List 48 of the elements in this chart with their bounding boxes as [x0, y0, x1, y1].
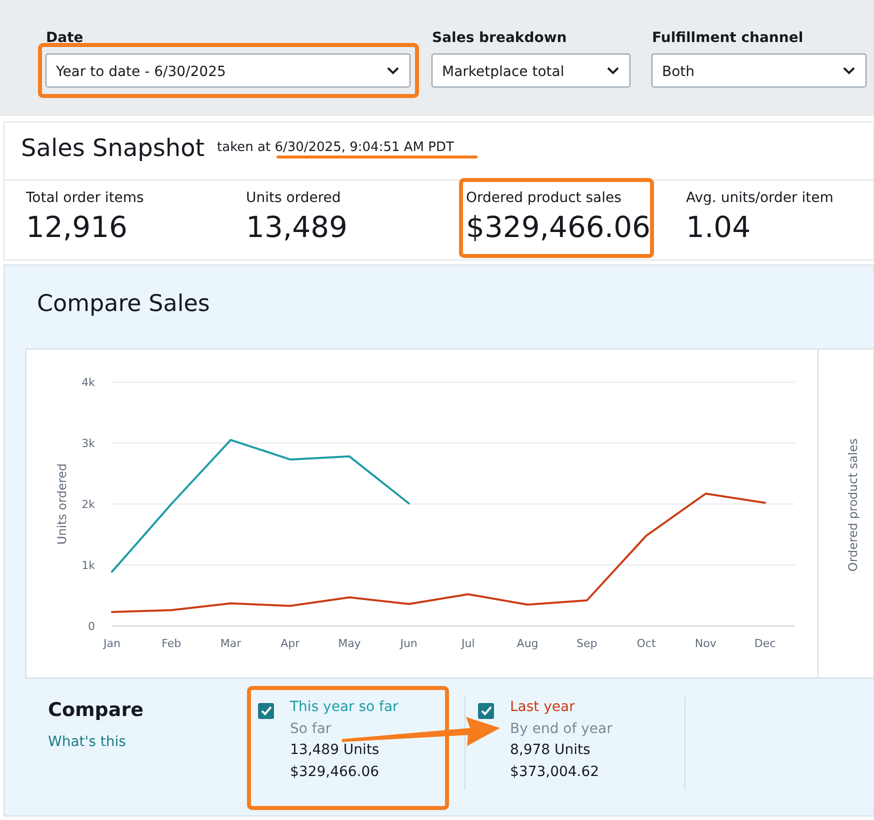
text: $329,466.06	[466, 210, 650, 244]
text: 13,489 Units	[290, 742, 380, 758]
x-tick-label: Oct	[636, 637, 656, 650]
text: $329,466.06	[290, 764, 380, 780]
x-tick-label: Mar	[220, 637, 242, 650]
x-tick-label: Apr	[280, 637, 300, 650]
y-axis-title: Units ordered	[55, 463, 69, 545]
y2-axis-title: Ordered product sales	[846, 438, 860, 572]
chart-title: Compare Sales	[37, 291, 210, 317]
text: Year to date - 6/30/2025	[55, 64, 226, 80]
x-tick-label: Feb	[162, 637, 182, 650]
y-tick-label: 1k	[82, 559, 96, 572]
y-tick-label: 3k	[82, 437, 96, 450]
text: 12,916	[26, 210, 128, 244]
line-series	[111, 438, 410, 573]
y-tick-label: 2k	[82, 498, 96, 511]
x-tick-label: May	[338, 637, 362, 650]
text: taken at 6/30/2025, 9:04:51 AM PDT	[217, 140, 454, 155]
line-series	[111, 492, 766, 613]
text: By end of year	[510, 721, 613, 737]
x-tick-label: Dec	[754, 637, 776, 650]
text: What's this	[48, 734, 126, 750]
text: Marketplace total	[442, 64, 564, 80]
text: 13,489	[246, 210, 348, 244]
text: 8,978 Units	[510, 742, 590, 758]
x-tick-label: Jul	[460, 637, 475, 650]
x-tick-label: Jan	[102, 637, 120, 650]
x-tick-label: Sep	[576, 637, 598, 650]
text: 1.04	[686, 210, 751, 244]
text: Sales breakdown	[432, 30, 567, 46]
text: Units ordered	[246, 190, 341, 206]
text: Avg. units/order item	[686, 190, 834, 206]
text: Date	[46, 30, 84, 46]
text: Ordered product sales	[466, 190, 622, 206]
text: Fulfillment channel	[652, 30, 804, 46]
text: Both	[662, 64, 695, 80]
x-tick-label: Jun	[399, 637, 418, 650]
text: $373,004.62	[510, 764, 600, 780]
text: Last year	[510, 699, 576, 715]
y-tick-label: 4k	[82, 376, 96, 389]
x-tick-label: Aug	[516, 637, 538, 650]
text: Sales Snapshot	[21, 134, 205, 162]
text: So far	[290, 721, 332, 737]
text: Compare	[48, 699, 144, 721]
text: Total order items	[25, 190, 144, 206]
x-tick-label: Nov	[694, 637, 717, 650]
text: This year so far	[289, 699, 399, 715]
y-tick-label: 0	[88, 620, 95, 633]
